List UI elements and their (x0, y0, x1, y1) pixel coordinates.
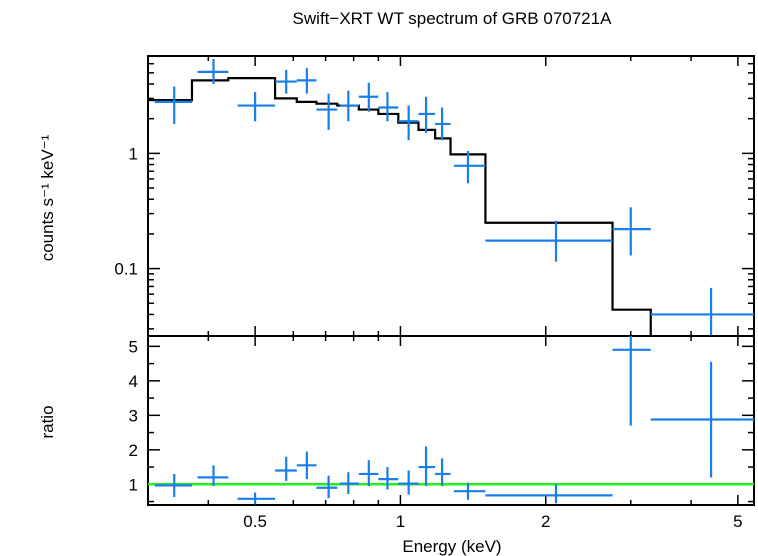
bottom-y-tick-label: 1 (129, 475, 138, 494)
bottom-data-point (275, 456, 297, 481)
bottom-data-point (453, 482, 486, 500)
bottom-data-point (435, 458, 451, 487)
x-tick-label: 0.5 (243, 512, 267, 531)
top-data-point (398, 105, 419, 141)
top-data-point (453, 150, 486, 184)
bottom-y-tick-label: 4 (129, 372, 138, 391)
top-panel: 10.1 (114, 55, 755, 337)
x-axis-label: Energy (keV) (402, 537, 501, 556)
model-histogram (148, 77, 652, 336)
top-data-point (154, 86, 192, 124)
chart-title: Swift−XRT WT spectrum of GRB 070721A (293, 9, 613, 28)
top-data-point (316, 93, 338, 130)
bottom-y-tick-label: 5 (129, 337, 138, 356)
bottom-data-point (398, 470, 419, 495)
bottom-panel: 0.5 1 2 5 1 2 3 4 5 (129, 335, 755, 531)
bottom-data-point (612, 336, 651, 426)
bottom-data-point (485, 484, 613, 504)
x-tick-label: 2 (541, 512, 550, 531)
top-data-point (435, 107, 451, 141)
top-y-axis-label: counts s⁻¹ keV⁻¹ (38, 134, 57, 261)
top-data-point (650, 287, 754, 336)
bottom-data-point (296, 451, 317, 480)
x-tick-label: 1 (396, 512, 405, 531)
bottom-data-point (358, 460, 379, 487)
top-data-point (237, 92, 276, 122)
top-plot-area (148, 58, 754, 336)
top-data-point (275, 69, 297, 94)
bottom-data-point (237, 492, 276, 505)
top-data-point (612, 207, 651, 256)
bottom-data-point (418, 446, 436, 487)
bottom-plot-area (148, 336, 754, 505)
bottom-data-point (154, 473, 192, 498)
bottom-data-point (378, 467, 399, 490)
top-y-tick-label: 1 (129, 144, 138, 163)
top-y-tick-label: 0.1 (114, 260, 138, 279)
bottom-data-point (650, 361, 754, 478)
top-data-point (340, 90, 359, 122)
x-tick-label: 5 (733, 512, 742, 531)
top-data-point (358, 82, 379, 112)
bottom-y-axis-label: ratio (38, 405, 57, 438)
top-data-point (296, 68, 317, 94)
bottom-data-point (316, 475, 338, 499)
top-data-point (485, 220, 613, 262)
bottom-data-point (197, 465, 229, 487)
bottom-data-point (340, 472, 359, 494)
top-data-point (418, 96, 436, 134)
top-frame (147, 55, 755, 337)
top-data-point (197, 58, 229, 85)
top-data-point (378, 92, 399, 122)
bottom-y-tick-label: 2 (129, 441, 138, 460)
bottom-y-tick-label: 3 (129, 406, 138, 425)
